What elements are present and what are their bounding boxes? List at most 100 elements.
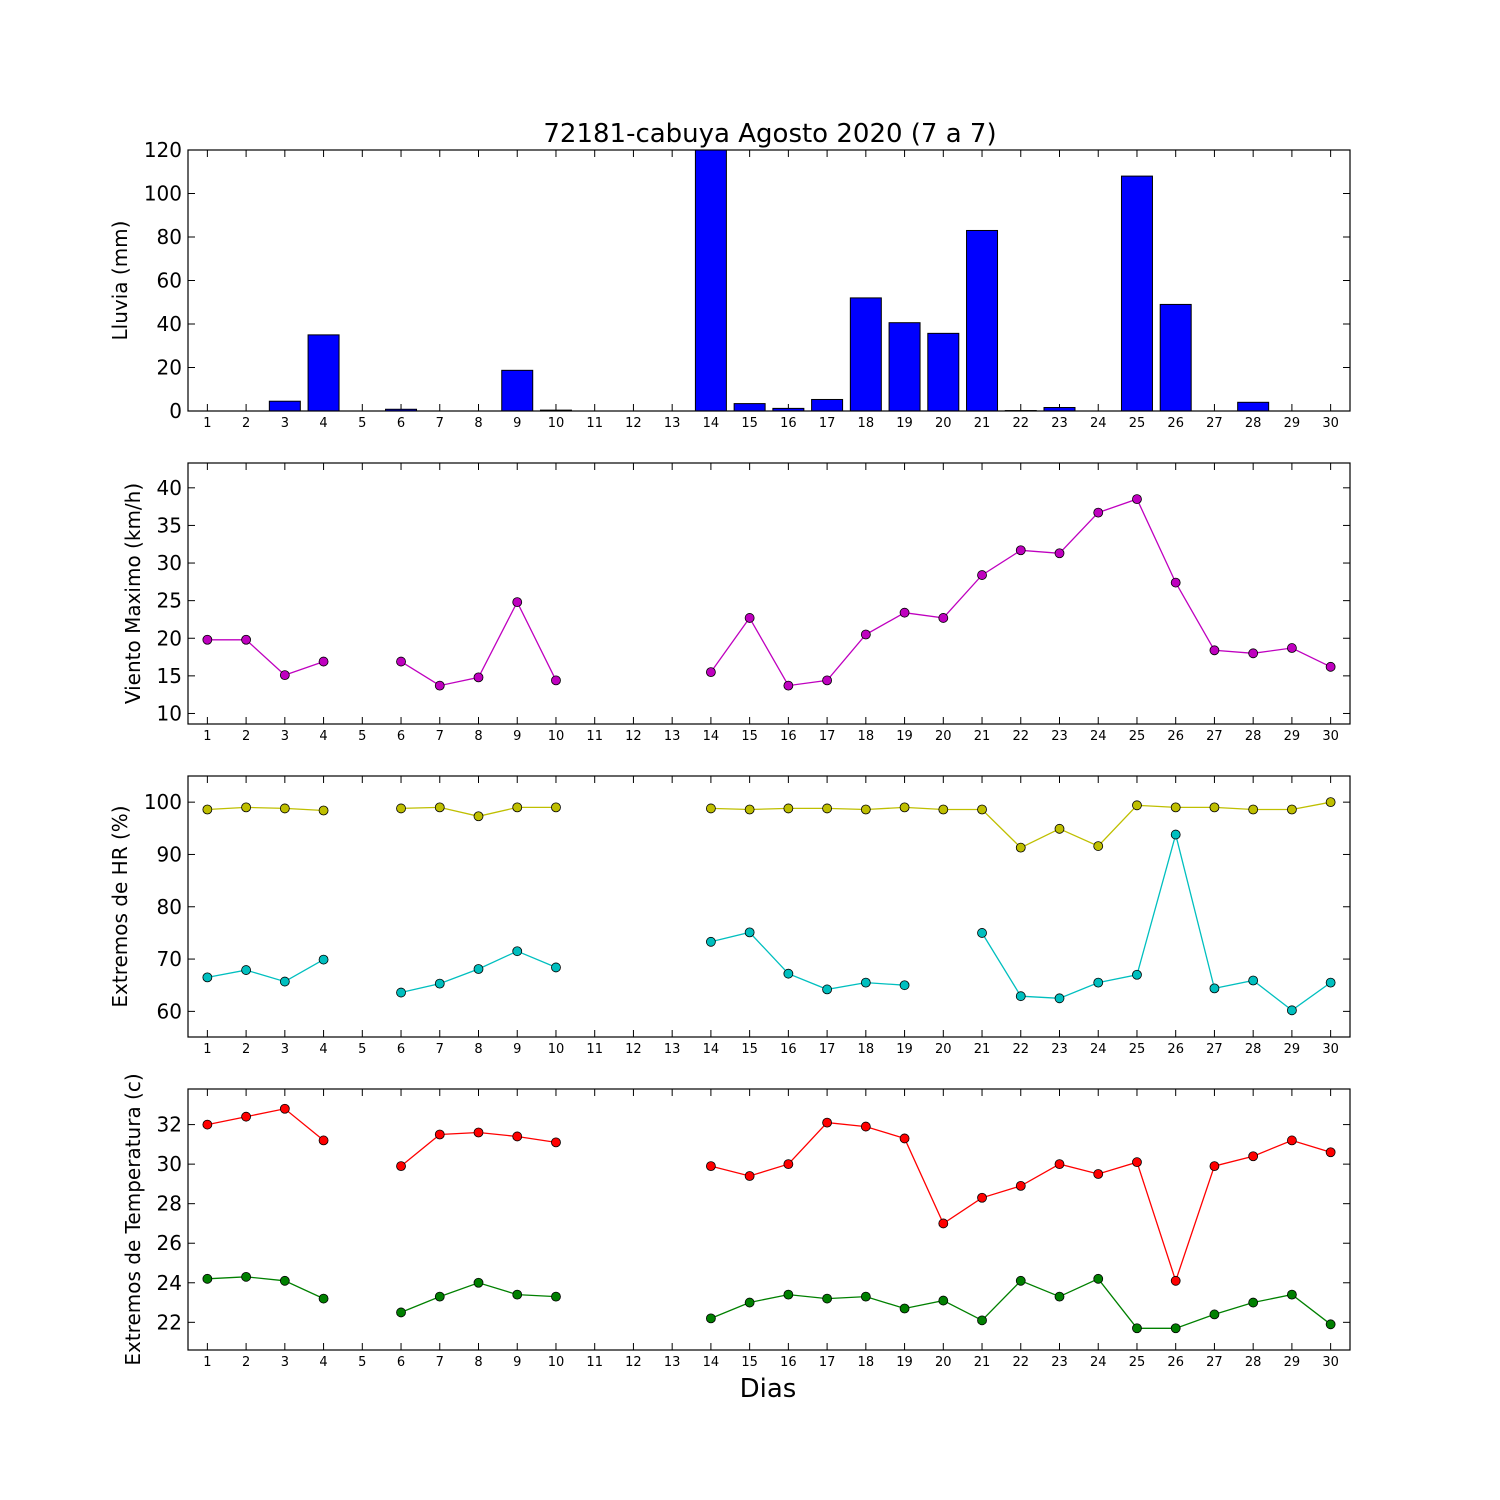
plot-frame (187, 149, 1351, 412)
wind-point (551, 675, 561, 686)
rain-bar (927, 332, 960, 412)
y-tick-label: 80 (157, 895, 182, 919)
t_max-point (279, 1103, 290, 1114)
x-tick-label: 2 (242, 416, 250, 431)
t_max-point (1325, 1147, 1336, 1158)
t_max-point (1248, 1151, 1259, 1162)
hr_max-point (512, 802, 523, 813)
x-tick-label: 12 (625, 729, 642, 744)
y-tick-label: 35 (157, 513, 182, 537)
y-tick-label: 22 (157, 1310, 182, 1334)
hr_max-point (279, 803, 290, 814)
y-tick-label: 30 (157, 1152, 182, 1176)
t_min-point (860, 1291, 871, 1302)
x-tick-label: 29 (1284, 416, 1301, 431)
x-tick-label: 24 (1090, 1042, 1107, 1057)
x-tick-label: 18 (858, 729, 875, 744)
x-tick-label: 13 (664, 729, 681, 744)
wind-point (1209, 645, 1220, 656)
x-tick-label: 5 (358, 729, 366, 744)
plot-frame (187, 1088, 1351, 1351)
hr_max-point (1209, 802, 1220, 813)
wind-point (899, 607, 910, 618)
x-tick-label: 13 (664, 1355, 681, 1370)
x-tick-label: 6 (397, 1355, 405, 1370)
x-tick-label: 22 (1012, 729, 1029, 744)
t_min-point (1209, 1309, 1220, 1320)
x-tick-label: 13 (664, 416, 681, 431)
hr_min-point (241, 965, 252, 975)
x-tick-label: 30 (1322, 416, 1339, 431)
t_min-point (822, 1293, 832, 1304)
hr_max-point (977, 804, 987, 815)
hr_min-point (1209, 983, 1220, 994)
x-tick-label: 4 (319, 729, 327, 744)
x-tick-label: 27 (1206, 729, 1223, 744)
x-tick-label: 27 (1206, 1355, 1223, 1370)
rain-bar (501, 369, 534, 412)
wind-point (434, 680, 445, 691)
x-tick-label: 7 (436, 1355, 444, 1370)
x-tick-label: 27 (1206, 1042, 1223, 1057)
hr_max-point (1325, 797, 1336, 808)
x-tick-label: 28 (1245, 1042, 1262, 1057)
t_min-point (318, 1293, 329, 1304)
x-tick-label: 11 (586, 416, 603, 431)
wind-point (1132, 494, 1142, 505)
hr_min-point (1287, 1005, 1297, 1016)
x-tick-label: 23 (1051, 729, 1068, 744)
x-tick-label: 26 (1167, 729, 1184, 744)
x-tick-label: 24 (1090, 416, 1107, 431)
x-tick-label: 3 (281, 1355, 289, 1370)
t_min-point (977, 1315, 987, 1326)
x-tick-label: 8 (474, 1042, 482, 1057)
hr_min-point (860, 977, 871, 988)
hr_min-point (1325, 977, 1336, 988)
x-tick-label: 21 (974, 1355, 991, 1370)
x-tick-label: 25 (1129, 1355, 1146, 1370)
t_min-point (744, 1297, 755, 1308)
wind-point (1325, 661, 1336, 672)
x-tick-label: 17 (819, 416, 836, 431)
hr_min-point (783, 968, 794, 979)
y-tick-label: 28 (157, 1192, 182, 1216)
y-tick-label: 100 (144, 182, 182, 206)
wind-point (1287, 643, 1297, 653)
x-tick-label: 18 (858, 416, 875, 431)
x-tick-label: 6 (397, 416, 405, 431)
y-tick-label: 80 (157, 225, 182, 249)
t_min-point (434, 1291, 445, 1302)
x-tick-label: 20 (935, 416, 952, 431)
x-tick-label: 4 (319, 1355, 327, 1370)
wind-point (473, 672, 484, 683)
t_max-point (977, 1192, 987, 1203)
t_max-point (744, 1171, 755, 1181)
x-tick-label: 10 (548, 1355, 565, 1370)
x-tick-label: 1 (203, 1355, 211, 1370)
x-tick-label: 5 (358, 1042, 366, 1057)
hr_min-point (977, 928, 987, 938)
x-tick-label: 3 (281, 1042, 289, 1057)
x-tick-label: 1 (203, 1042, 211, 1057)
t_max-point (938, 1218, 949, 1229)
x-tick-label: 16 (780, 416, 797, 431)
x-tick-label: 28 (1245, 729, 1262, 744)
wind-point (1170, 577, 1181, 588)
y-tick-label: 25 (157, 589, 182, 613)
x-tick-label: 30 (1322, 1042, 1339, 1057)
x-tick-label: 12 (625, 416, 642, 431)
hr_min-point (512, 946, 523, 957)
t_max-point (1287, 1135, 1297, 1146)
x-tick-label: 2 (242, 1355, 250, 1370)
x-tick-label: 28 (1245, 416, 1262, 431)
t_min-series-line (207, 1276, 1331, 1329)
t_max-point (1054, 1159, 1065, 1170)
hr_min-point (473, 964, 484, 974)
x-tick-label: 9 (513, 1355, 521, 1370)
hr_max-point (202, 804, 213, 815)
x-tick-label: 22 (1012, 1355, 1029, 1370)
rain-bar (694, 149, 727, 412)
